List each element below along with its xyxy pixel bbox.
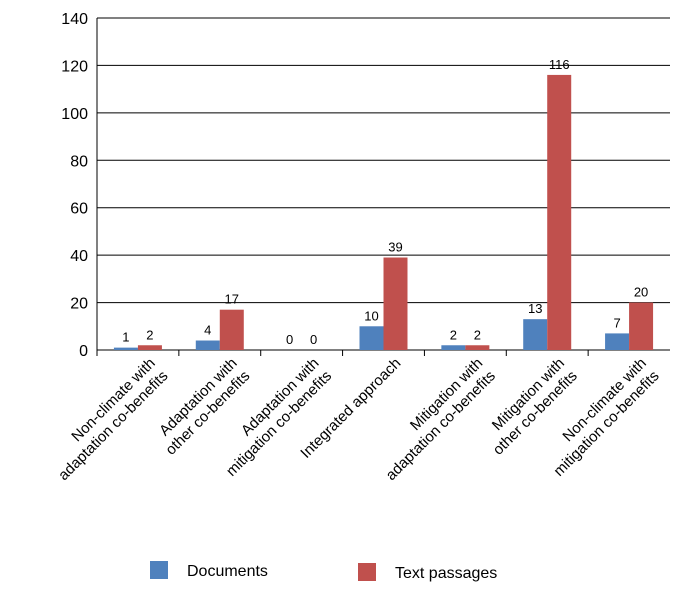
bar-text-passages	[137, 345, 162, 350]
x-tick-label: Adaptation withother co-benefits	[150, 355, 254, 459]
bar-documents	[359, 326, 384, 350]
y-tick-label: 80	[70, 153, 88, 170]
data-label: 116	[549, 57, 570, 72]
bar-text-passages	[547, 74, 572, 351]
legend-label-text-passages: Text passages	[395, 565, 497, 582]
y-tick-label: 120	[61, 58, 88, 75]
data-label: 13	[528, 301, 542, 316]
bar-text-passages	[465, 345, 490, 350]
bar-documents	[605, 333, 630, 350]
y-tick-label: 0	[79, 343, 88, 360]
y-tick-label: 40	[70, 248, 88, 265]
y-tick-label: 60	[70, 201, 88, 218]
x-tick-label: Non-climate withadaptation co-benefits	[42, 355, 171, 484]
data-label: 2	[146, 327, 153, 342]
bar-text-passages	[219, 309, 244, 350]
x-tick-label-line: adaptation co-benefits	[383, 368, 499, 484]
legend-swatch-text-passages	[358, 563, 376, 581]
bar-text-passages	[629, 302, 654, 350]
data-label: 39	[388, 240, 402, 255]
x-tick-label: Mitigation withother co-benefits	[477, 355, 581, 459]
bar-text-passages	[383, 257, 408, 350]
data-label: 2	[474, 327, 481, 342]
data-label: 0	[310, 332, 317, 347]
data-label: 20	[634, 285, 648, 300]
y-tick-label: 140	[61, 11, 88, 28]
bar-documents	[523, 319, 548, 350]
data-label: 2	[450, 327, 457, 342]
data-label: 4	[204, 323, 211, 338]
data-label: 10	[364, 308, 378, 323]
data-label: 7	[613, 315, 620, 330]
data-label: 0	[286, 332, 293, 347]
y-tick-label: 100	[61, 106, 88, 123]
y-tick-label: 20	[70, 296, 88, 313]
x-tick-label-line: adaptation co-benefits	[55, 368, 171, 484]
bar-documents	[441, 345, 466, 350]
legend-label-documents: Documents	[187, 563, 268, 580]
bar-documents	[195, 340, 220, 350]
legend-swatch-documents	[150, 561, 168, 579]
data-label: 1	[122, 330, 129, 345]
bar-documents	[113, 347, 138, 350]
data-label: 17	[225, 292, 239, 307]
